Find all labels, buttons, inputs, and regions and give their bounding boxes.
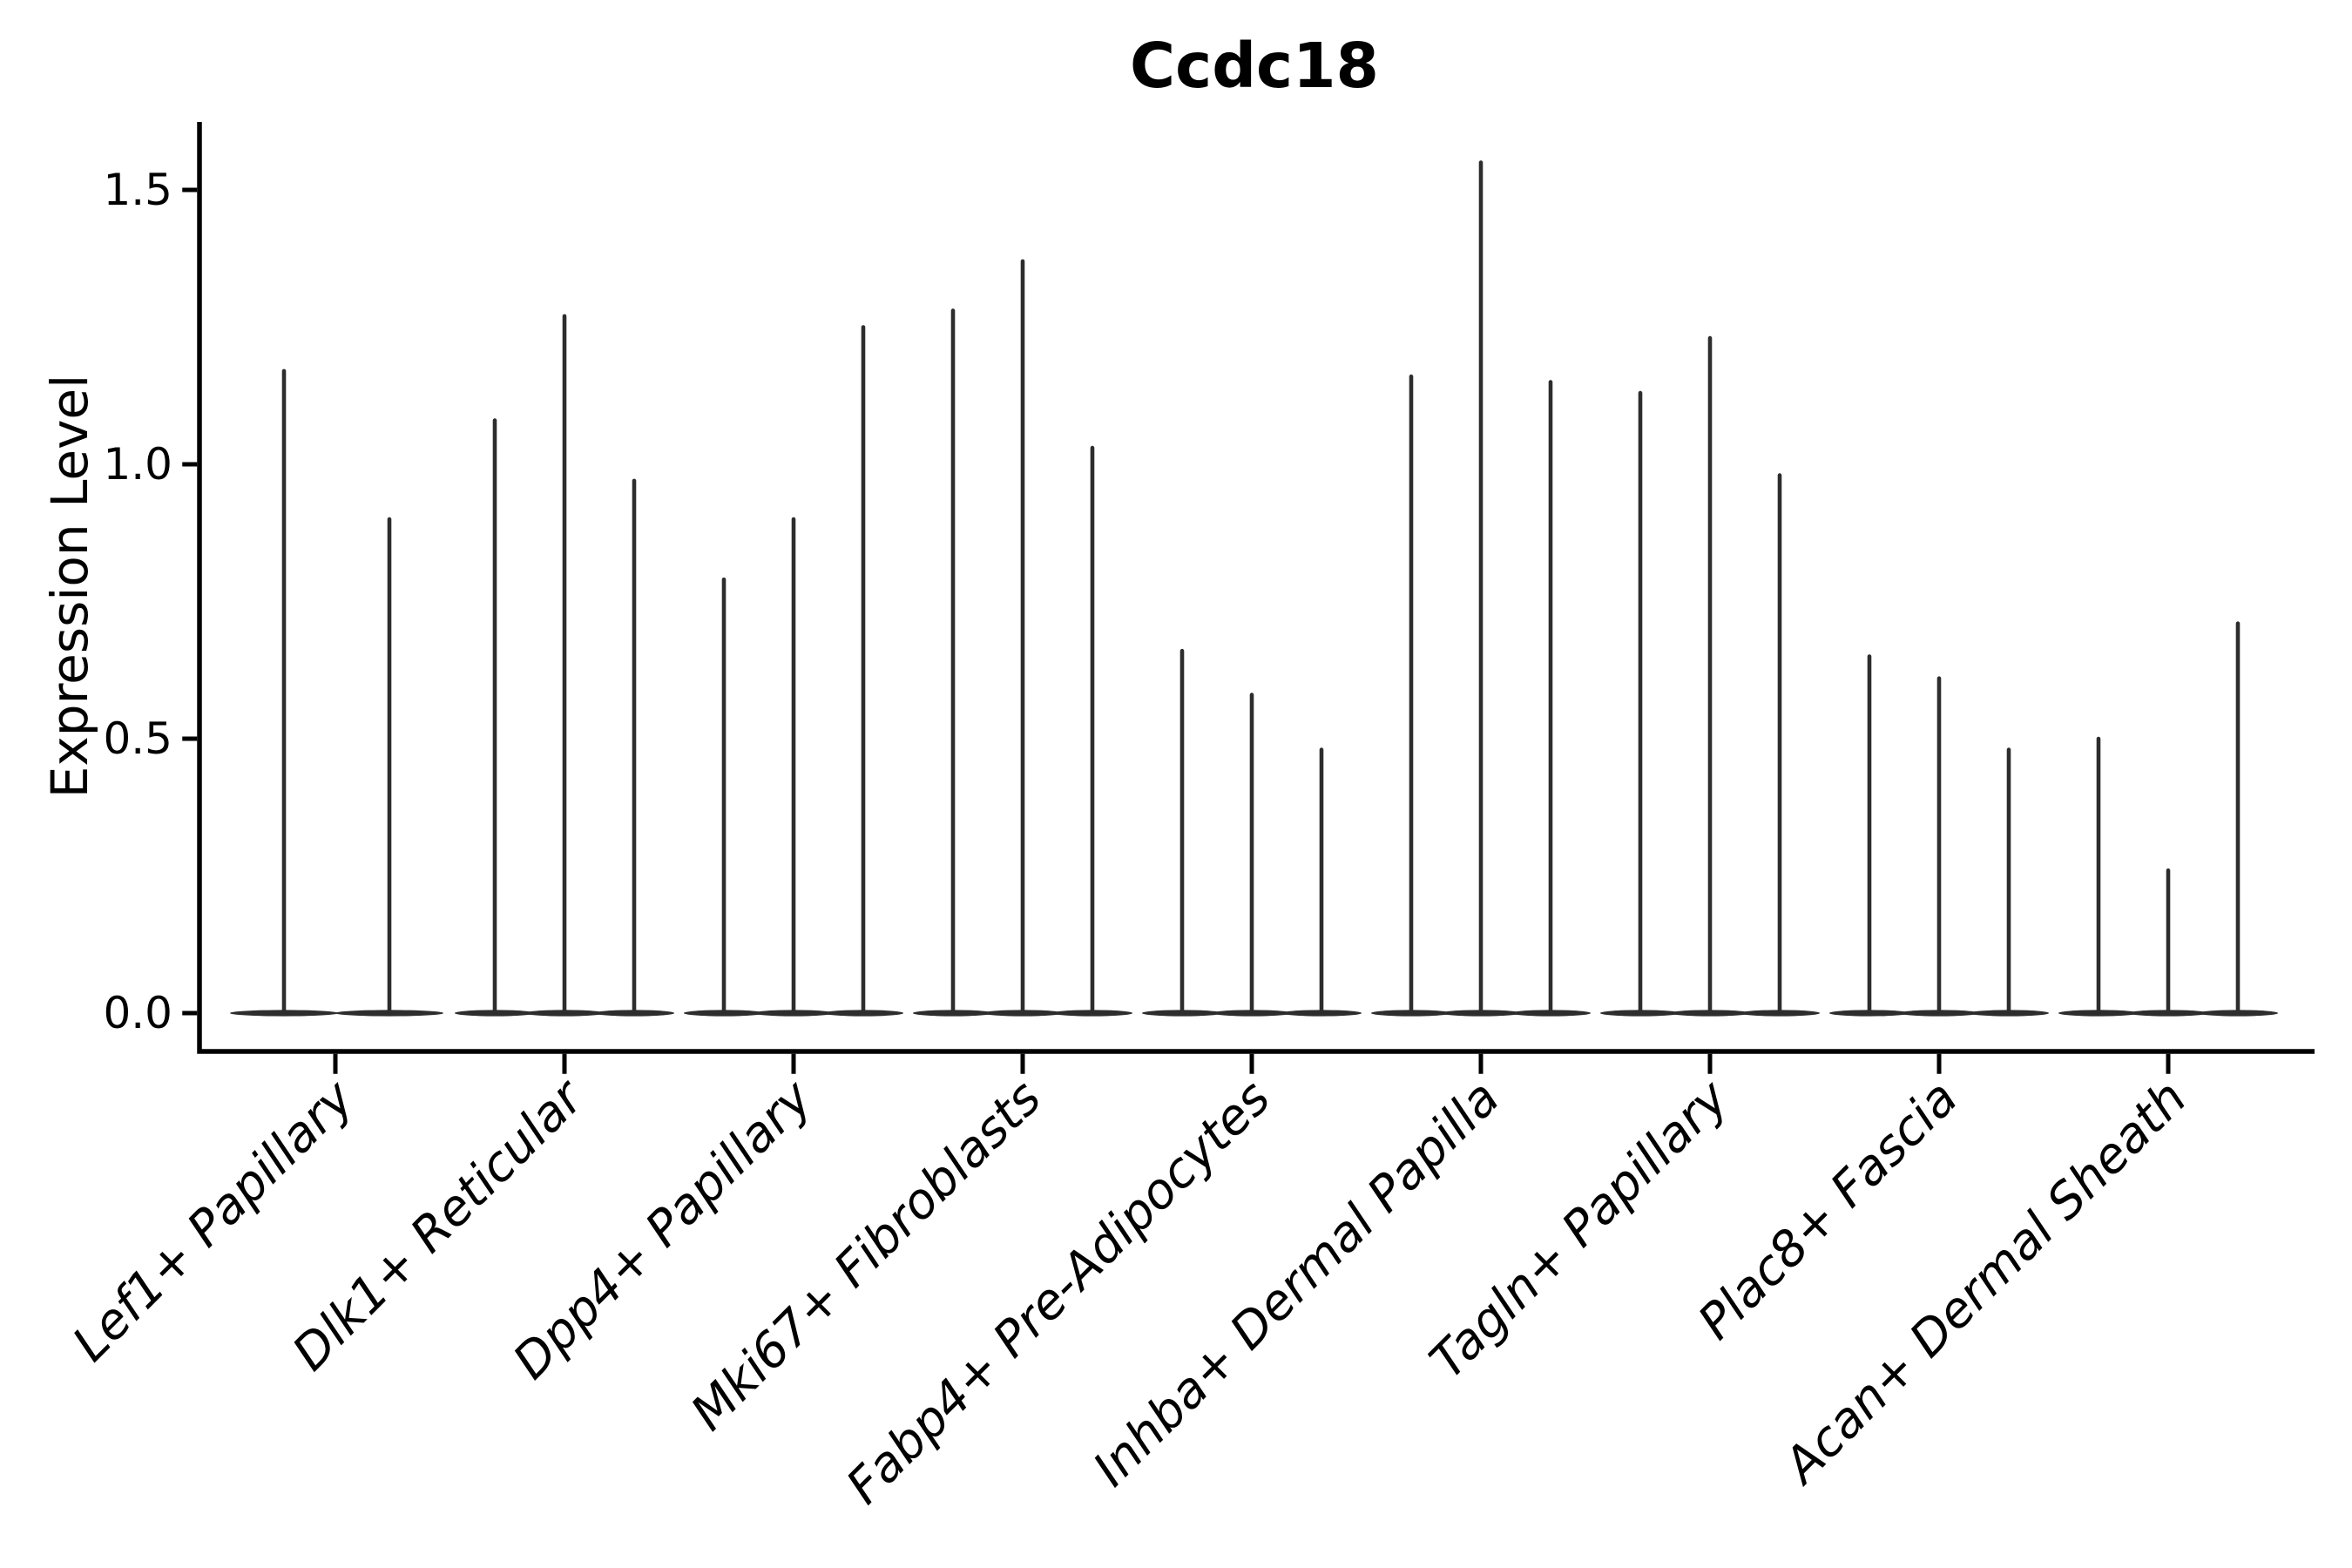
violins-layer [230, 160, 2278, 1017]
y-tick-label: 0.0 [103, 988, 172, 1038]
y-tick-label: 1.5 [103, 165, 172, 215]
axes-spines [197, 122, 2315, 1054]
y-axis-label: Expression Level [40, 375, 99, 798]
y-tick-label: 0.5 [103, 713, 172, 764]
chart-title: Ccdc18 [1130, 30, 1379, 102]
axes-layer [182, 122, 2315, 1074]
y-tick-label: 1.0 [103, 439, 172, 490]
